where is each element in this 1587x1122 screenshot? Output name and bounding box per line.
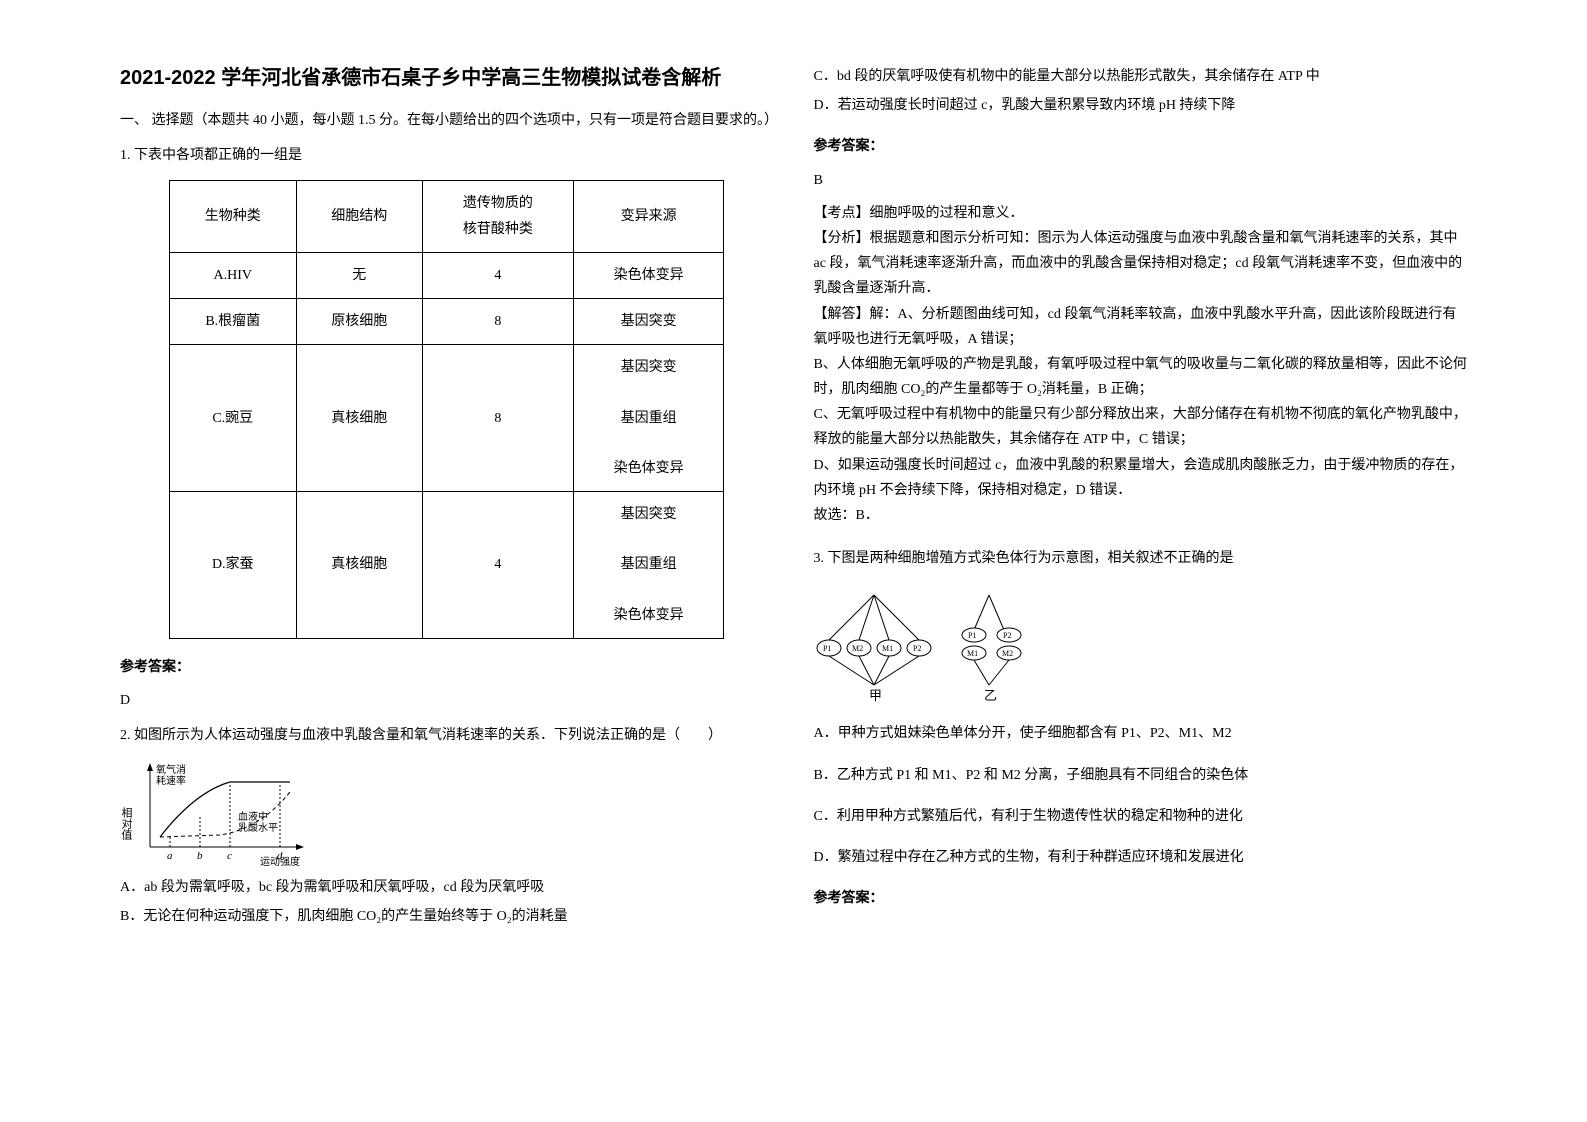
table-row: A.HIV 无 4 染色体变异 xyxy=(170,252,724,298)
q2-stem: 2. 如图所示为人体运动强度与血液中乳酸含量和氧气消耗速率的关系．下列说法正确的… xyxy=(120,723,774,748)
q3-stem: 3. 下图是两种细胞增殖方式染色体行为示意图，相关叙述不正确的是 xyxy=(814,546,1468,571)
q3-option-a: A．甲种方式姐妹染色单体分开，使子细胞都含有 P1、P2、M1、M2 xyxy=(814,721,1468,746)
th-variation: 变异来源 xyxy=(573,181,724,252)
q2-explanation-0: 【考点】细胞呼吸的过程和意义． xyxy=(814,201,1468,226)
svg-text:P2: P2 xyxy=(913,644,921,653)
chart-ycaption: 氧气消耗速率 xyxy=(156,763,186,787)
q2-explanation-3: B、人体细胞无氧呼吸的产物是乳酸，有氧呼吸过程中氧气的吸收量与二氧化碳的释放量相… xyxy=(814,352,1468,402)
svg-text:a: a xyxy=(167,850,173,862)
svg-text:乙: 乙 xyxy=(984,688,997,703)
svg-text:c: c xyxy=(227,850,232,862)
svg-text:M1: M1 xyxy=(967,649,978,658)
q2-chart: 相对值 氧气消耗速率 血液中乳酸水平 a b c d 运动强度 xyxy=(120,757,320,867)
q1-stem: 1. 下表中各项都正确的一组是 xyxy=(120,143,774,168)
svg-text:P1: P1 xyxy=(823,644,831,653)
svg-text:M2: M2 xyxy=(1002,649,1013,658)
q2-explanation-4: C、无氧呼吸过程中有机物中的能量只有少部分释放出来，大部分储存在有机物不彻底的氧… xyxy=(814,402,1468,452)
svg-text:b: b xyxy=(197,850,203,862)
th-species: 生物种类 xyxy=(170,181,296,252)
q3-diagram-svg: P1 M2 M1 P2 甲 P1 P2 M1 M2 xyxy=(814,585,1074,705)
left-column: 2021-2022 学年河北省承德市石桌子乡中学高三生物模拟试卷含解析 一、 选… xyxy=(100,60,794,1062)
chart-ylabel: 相对值 xyxy=(120,806,133,840)
q3-option-b: B．乙种方式 P1 和 M1、P2 和 M2 分离，子细胞具有不同组合的染色体 xyxy=(814,763,1468,788)
chart-lactate-label: 血液中乳酸水平 xyxy=(238,810,278,834)
q1-answer: D xyxy=(120,688,774,713)
q2-option-c: C．bd 段的厌氧呼吸使有机物中的能量大部分以热能形式散失，其余储存在 ATP … xyxy=(814,64,1468,89)
table-row: B.根瘤菌 原核细胞 8 基因突变 xyxy=(170,298,724,344)
svg-text:运动强度: 运动强度 xyxy=(260,855,300,867)
table-row: D.家蚕 真核细胞 4 基因突变 基因重组 染色体变异 xyxy=(170,492,724,639)
q3-option-d: D．繁殖过程中存在乙种方式的生物，有利于种群适应环境和发展进化 xyxy=(814,845,1468,870)
q3-diagram: P1 M2 M1 P2 甲 P1 P2 M1 M2 xyxy=(814,585,1074,705)
q3-option-c: C．利用甲种方式繁殖后代，有利于生物遗传性状的稳定和物种的进化 xyxy=(814,804,1468,829)
q2-option-d: D．若运动强度长时间超过 c，乳酸大量积累导致内环境 pH 持续下降 xyxy=(814,93,1468,118)
q2-answer: B xyxy=(814,168,1468,193)
q2-explanation-5: D、如果运动强度长时间超过 c，血液中乳酸的积累量增大，会造成肌肉酸胀乏力，由于… xyxy=(814,453,1468,503)
q2-option-b: B．无论在何种运动强度下，肌肉细胞 CO₂的产生量始终等于 O₂的消耗量 xyxy=(120,904,774,929)
svg-text:M2: M2 xyxy=(852,644,863,653)
table-row: C.豌豆 真核细胞 8 基因突变 基因重组 染色体变异 xyxy=(170,345,724,492)
q2-answer-label: 参考答案： xyxy=(814,134,1468,159)
section-1-heading: 一、 选择题（本题共 40 小题，每小题 1.5 分。在每小题给出的四个选项中，… xyxy=(120,108,774,133)
svg-text:M1: M1 xyxy=(882,644,893,653)
svg-text:P1: P1 xyxy=(968,631,976,640)
q3-answer-label: 参考答案： xyxy=(814,886,1468,911)
q2-option-a: A．ab 段为需氧呼吸，bc 段为需氧呼吸和厌氧呼吸，cd 段为厌氧呼吸 xyxy=(120,875,774,900)
q2-explanation-2: 【解答】解：A、分析题图曲线可知，cd 段氧气消耗率较高，血液中乳酸水平升高，因… xyxy=(814,302,1468,352)
th-structure: 细胞结构 xyxy=(296,181,422,252)
th-nuc: 遗传物质的 核苷酸种类 xyxy=(422,181,573,252)
right-column: C．bd 段的厌氧呼吸使有机物中的能量大部分以热能形式散失，其余储存在 ATP … xyxy=(794,60,1488,1062)
table-header-row: 生物种类 细胞结构 遗传物质的 核苷酸种类 变异来源 xyxy=(170,181,724,252)
q1-answer-label: 参考答案： xyxy=(120,655,774,680)
q2-explanation-1: 【分析】根据题意和图示分析可知：图示为人体运动强度与血液中乳酸含量和氧气消耗速率… xyxy=(814,226,1468,302)
svg-text:甲: 甲 xyxy=(869,688,882,703)
q2-chart-svg: 相对值 氧气消耗速率 血液中乳酸水平 a b c d 运动强度 xyxy=(120,757,320,867)
q1-table: 生物种类 细胞结构 遗传物质的 核苷酸种类 变异来源 A.HIV 无 4 染色体… xyxy=(169,180,724,639)
exam-title: 2021-2022 学年河北省承德市石桌子乡中学高三生物模拟试卷含解析 xyxy=(120,60,774,96)
q2-explanation-6: 故选：B． xyxy=(814,503,1468,528)
svg-text:P2: P2 xyxy=(1003,631,1011,640)
